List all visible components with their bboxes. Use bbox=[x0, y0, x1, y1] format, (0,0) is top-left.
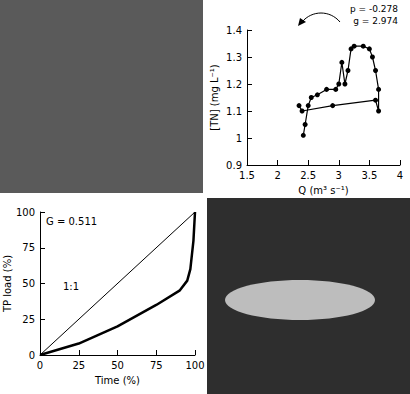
svg-text:1.1: 1.1 bbox=[226, 106, 242, 117]
svg-text:25: 25 bbox=[22, 314, 35, 325]
svg-text:1:1: 1:1 bbox=[63, 281, 79, 292]
svg-text:0: 0 bbox=[37, 360, 43, 371]
svg-text:3: 3 bbox=[336, 170, 342, 181]
svg-text:100: 100 bbox=[16, 207, 35, 218]
svg-text:TP load (%): TP load (%) bbox=[2, 255, 13, 313]
svg-text:0: 0 bbox=[29, 350, 35, 361]
svg-text:1.4: 1.4 bbox=[226, 25, 242, 36]
svg-text:75: 75 bbox=[150, 360, 163, 371]
svg-text:g = 2.974: g = 2.974 bbox=[353, 16, 398, 26]
svg-text:75: 75 bbox=[22, 242, 35, 253]
svg-text:1: 1 bbox=[236, 133, 242, 144]
svg-text:Q (m³ s⁻¹): Q (m³ s⁻¹) bbox=[298, 185, 348, 196]
svg-text:1.3: 1.3 bbox=[226, 52, 242, 63]
svg-text:1.2: 1.2 bbox=[226, 79, 242, 90]
svg-text:2.5: 2.5 bbox=[300, 170, 316, 181]
svg-text:1.5: 1.5 bbox=[239, 170, 255, 181]
svg-text:50: 50 bbox=[22, 278, 35, 289]
svg-text:[TN] (mg L⁻¹): [TN] (mg L⁻¹) bbox=[209, 64, 220, 131]
svg-text:4: 4 bbox=[397, 170, 403, 181]
svg-text:25: 25 bbox=[72, 360, 85, 371]
svg-text:Time (%): Time (%) bbox=[94, 375, 140, 386]
svg-text:50: 50 bbox=[111, 360, 124, 371]
svg-text:G = 0.511: G = 0.511 bbox=[46, 216, 97, 227]
svg-text:2: 2 bbox=[274, 170, 280, 181]
svg-text:100: 100 bbox=[185, 360, 204, 371]
svg-text:p = -0.278: p = -0.278 bbox=[350, 4, 398, 14]
svg-text:0.9: 0.9 bbox=[226, 159, 242, 171]
svg-text:3.5: 3.5 bbox=[361, 170, 377, 181]
